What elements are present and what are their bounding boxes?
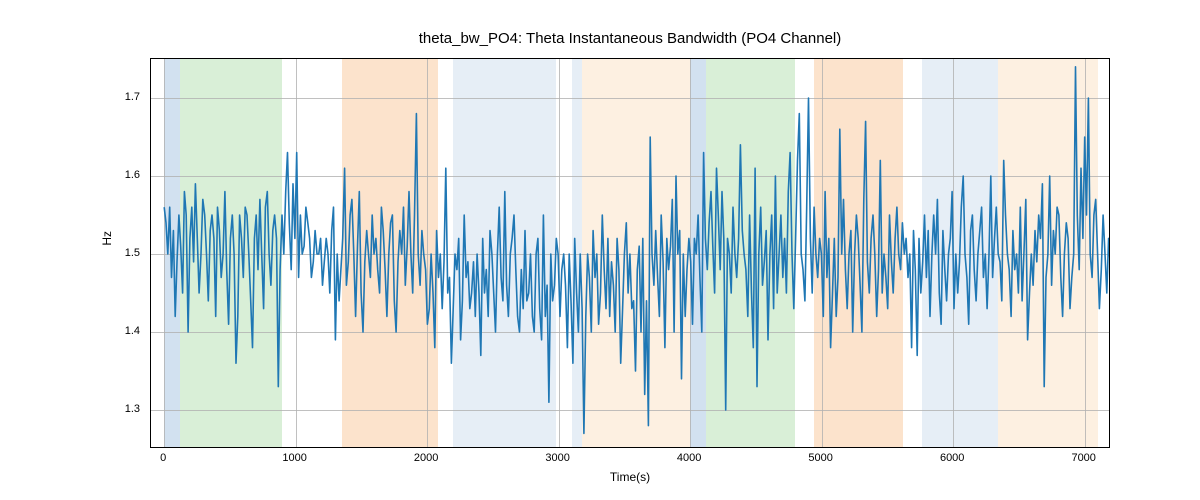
y-tick-label: 1.3 [100,403,140,415]
y-tick-label: 1.7 [100,91,140,103]
plot-area [150,58,1110,448]
chart-container [150,58,1110,448]
x-tick-label: 5000 [808,452,832,464]
data-line [151,59,1110,448]
x-tick-label: 0 [160,452,166,464]
x-tick-label: 2000 [414,452,438,464]
y-tick-label: 1.4 [100,325,140,337]
x-tick-label: 4000 [677,452,701,464]
y-tick-label: 1.5 [100,247,140,259]
y-tick-label: 1.6 [100,169,140,181]
chart-title: theta_bw_PO4: Theta Instantaneous Bandwi… [150,30,1110,47]
x-tick-label: 3000 [545,452,569,464]
x-tick-label: 1000 [282,452,306,464]
y-axis-label: Hz [100,231,114,246]
x-tick-label: 7000 [1071,452,1095,464]
x-tick-label: 6000 [940,452,964,464]
x-axis-label: Time(s) [150,470,1110,484]
